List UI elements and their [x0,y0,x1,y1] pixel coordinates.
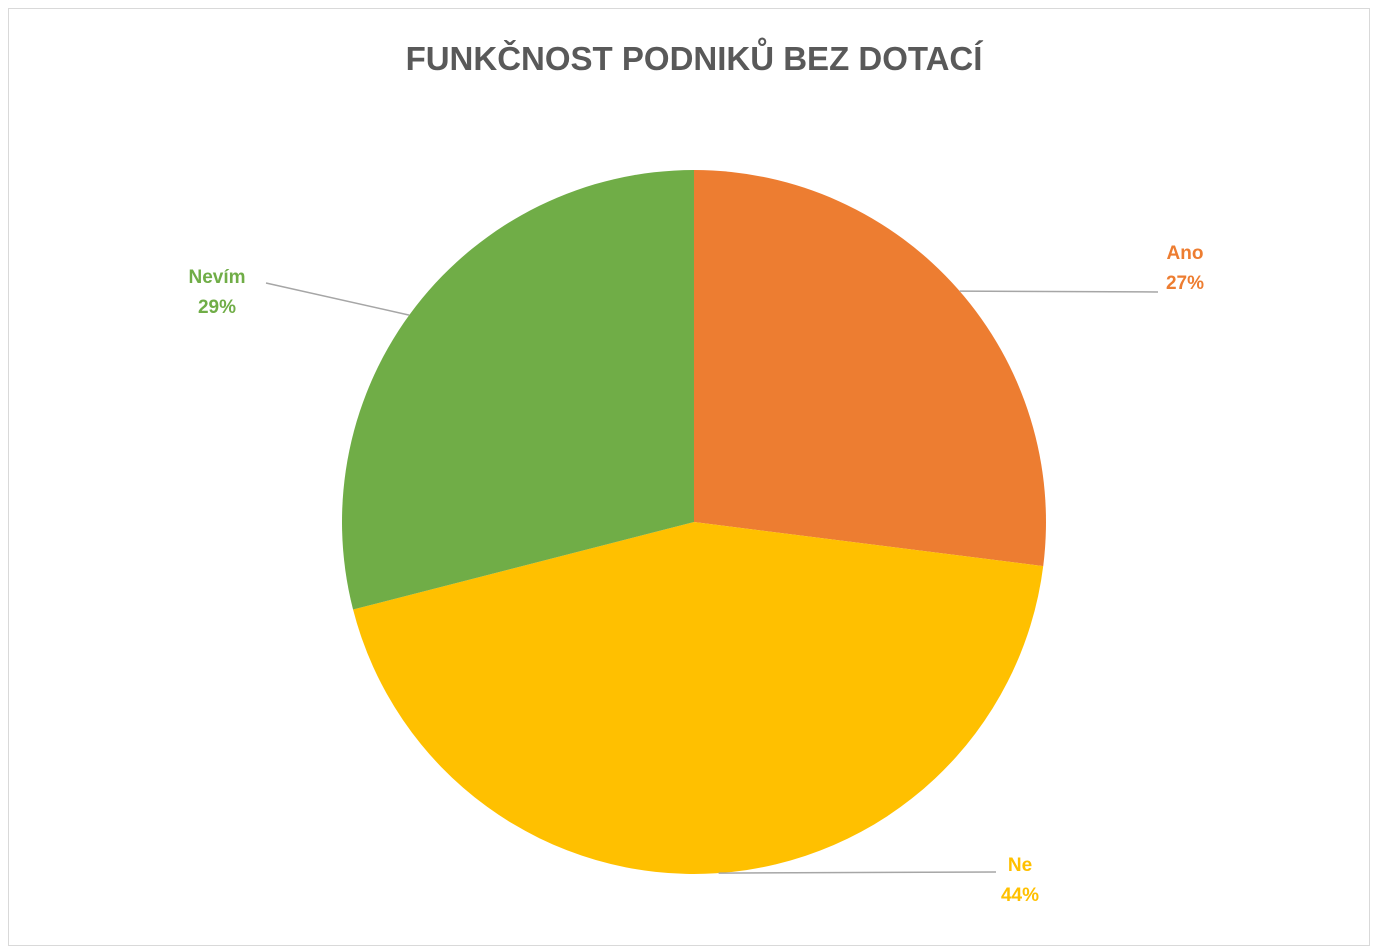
pie-slice-ne [353,522,1044,874]
leader-line-nevím [265,282,410,316]
data-labels: Ano 27% Ne 44% Nevím 29% [188,243,1204,906]
chart-title: FUNKČNOST PODNIKŮ BEZ DOTACÍ [406,37,984,77]
pie-slices [342,170,1046,874]
leader-line-ne [718,871,997,874]
leader-line-ano [959,290,1159,293]
pie-slice-ano [694,170,1046,567]
data-label-ne-percent: 44% [1001,885,1039,906]
data-label-ano-name: Ano [1167,243,1204,264]
data-label-nevím-name: Nevím [188,267,245,288]
pie-slice-nevím [342,170,694,610]
data-label-ne-name: Ne [1008,855,1032,876]
leader-lines [265,282,1159,874]
data-label-nevím-percent: 29% [198,297,236,318]
data-label-ano-percent: 27% [1166,273,1204,294]
